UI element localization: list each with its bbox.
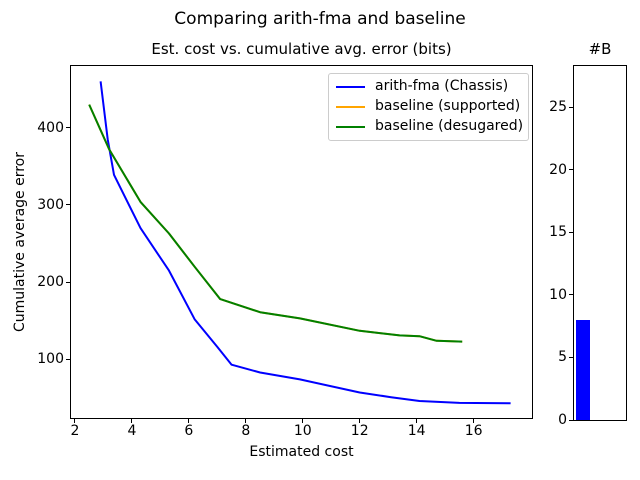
y-tick-label: 25 xyxy=(549,99,567,116)
figure-title: Comparing arith-fma and baseline xyxy=(174,9,466,29)
y-tick-label: 20 xyxy=(549,161,567,178)
y-tick-mark xyxy=(66,204,70,206)
legend-label: baseline (desugared) xyxy=(375,118,524,135)
y-tick-label: 200 xyxy=(37,274,64,291)
x-tick-label: 8 xyxy=(241,423,251,439)
x-tick-label: 4 xyxy=(127,423,137,439)
y-tick-mark xyxy=(66,281,70,283)
x-tick-label: 2 xyxy=(70,423,80,439)
x-tick-label: 16 xyxy=(464,423,483,439)
y-tick-mark xyxy=(569,356,573,358)
main-axes-title: Est. cost vs. cumulative avg. error (bit… xyxy=(151,40,452,58)
bar-axes-title: #B xyxy=(588,40,612,58)
y-tick-mark xyxy=(66,127,70,129)
x-axis-label: Estimated cost xyxy=(249,444,354,460)
legend-item: baseline (supported) xyxy=(335,98,522,115)
x-tick-mark xyxy=(473,419,475,423)
bar xyxy=(576,319,590,420)
x-tick-label: 6 xyxy=(184,423,194,439)
y-tick-mark xyxy=(569,294,573,296)
y-tick-label: 10 xyxy=(549,286,567,303)
y-tick-label: 100 xyxy=(37,351,64,368)
y-tick-label: 15 xyxy=(549,224,567,241)
x-tick-mark xyxy=(302,419,304,423)
y-axis-label: Cumulative average error xyxy=(12,151,28,333)
x-tick-label: 12 xyxy=(350,423,369,439)
y-tick-label: 300 xyxy=(37,196,64,213)
legend: arith-fma (Chassis) baseline (supported)… xyxy=(328,73,529,141)
y-tick-mark xyxy=(569,106,573,108)
legend-item: arith-fma (Chassis) xyxy=(335,78,522,95)
y-tick-label: 5 xyxy=(558,349,567,366)
x-tick-mark xyxy=(74,419,76,423)
legend-line-sample-icon xyxy=(336,125,365,128)
x-tick-mark xyxy=(245,419,247,423)
y-tick-label: 0 xyxy=(558,412,567,428)
y-tick-mark xyxy=(569,169,573,171)
x-tick-label: 14 xyxy=(407,423,426,439)
x-tick-mark xyxy=(416,419,418,423)
legend-line-sample-icon xyxy=(336,105,365,108)
legend-line-sample-icon xyxy=(336,85,365,88)
x-tick-mark xyxy=(359,419,361,423)
y-tick-mark xyxy=(569,419,573,421)
y-tick-label: 400 xyxy=(37,119,64,136)
legend-item: baseline (desugared) xyxy=(335,118,524,135)
x-tick-mark xyxy=(131,419,133,423)
x-tick-label: 10 xyxy=(293,423,312,439)
legend-label: baseline (supported) xyxy=(375,98,521,115)
x-tick-mark xyxy=(188,419,190,423)
y-tick-mark xyxy=(66,358,70,360)
legend-label: arith-fma (Chassis) xyxy=(375,78,509,95)
y-tick-mark xyxy=(569,231,573,233)
